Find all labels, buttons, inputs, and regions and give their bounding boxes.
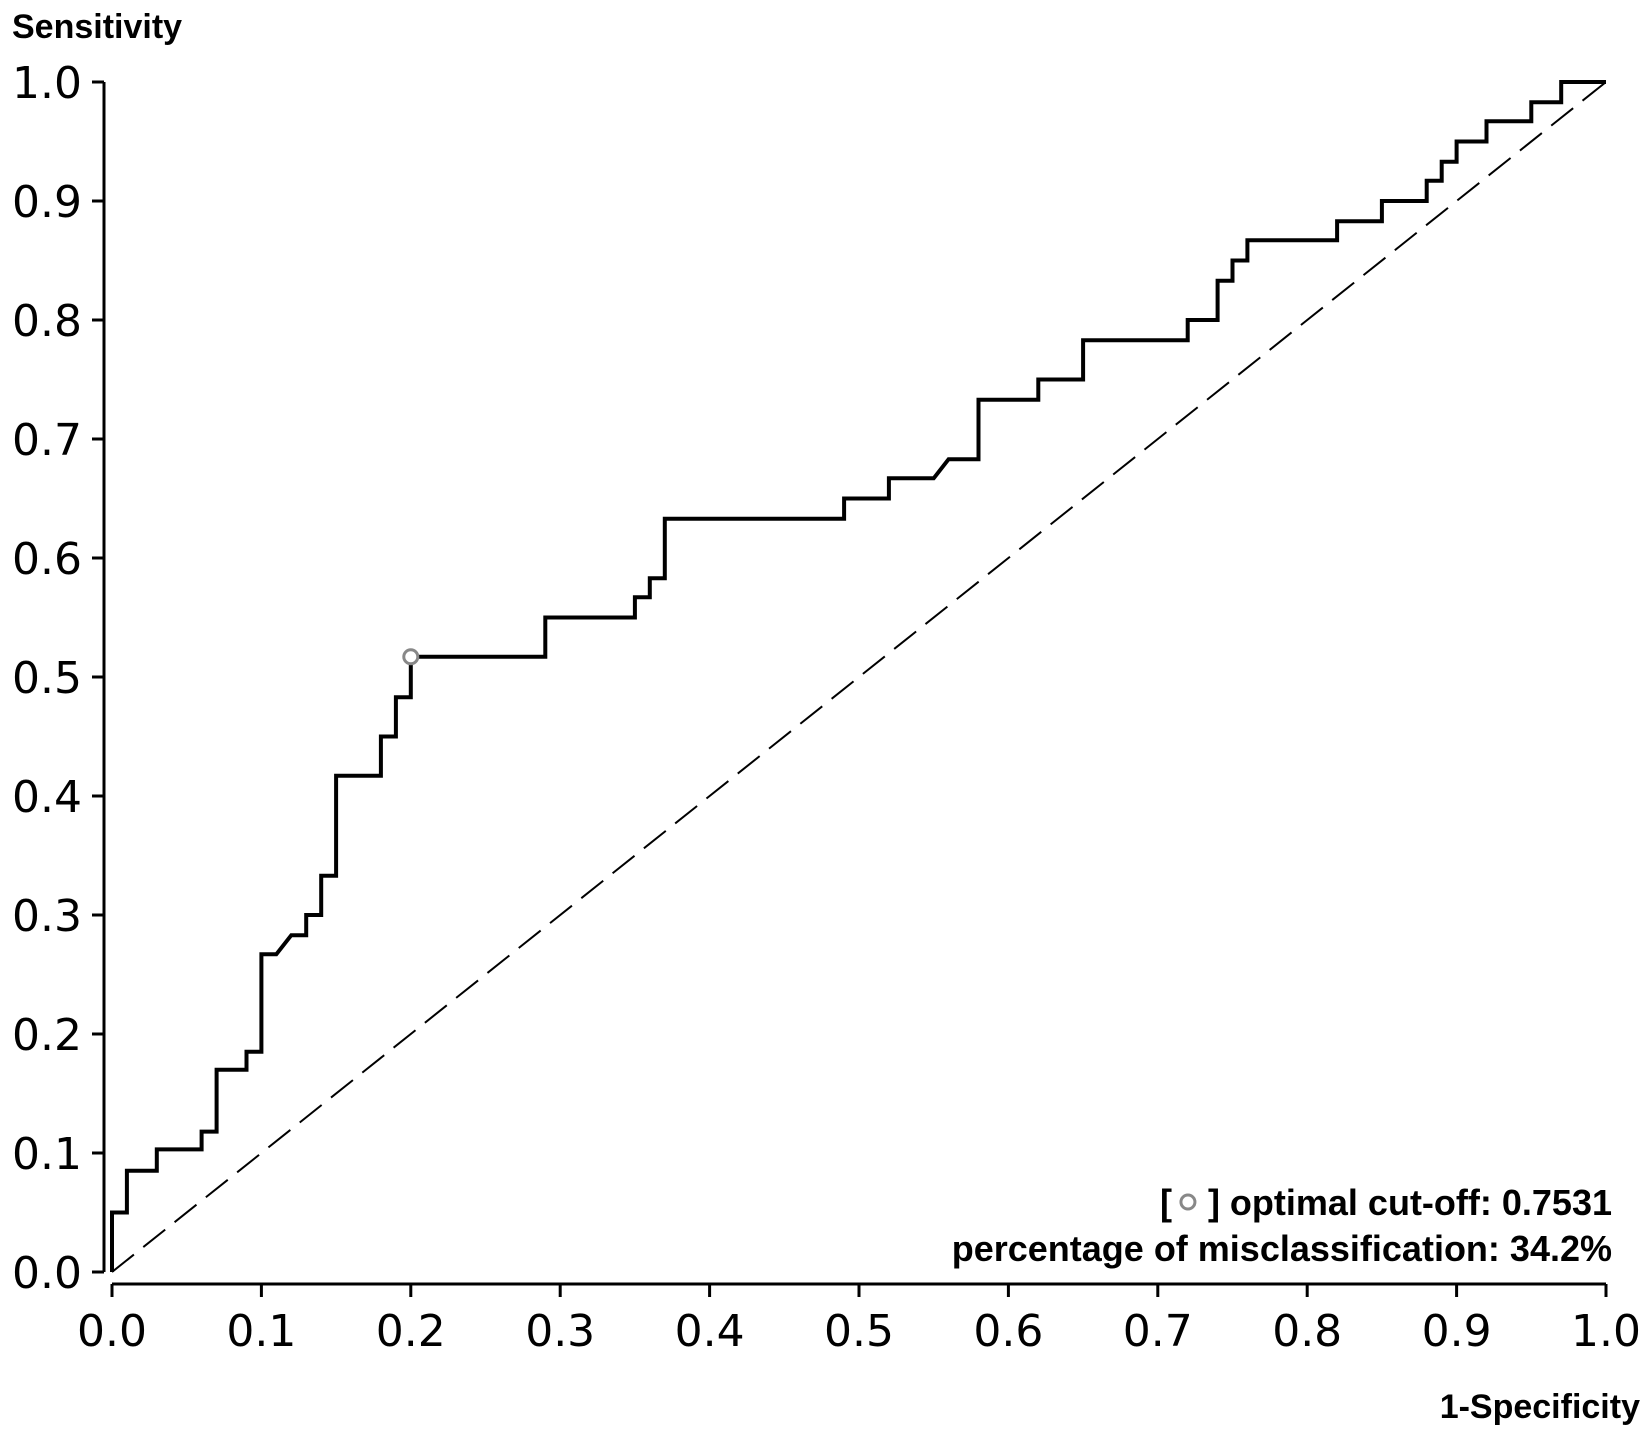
x-tick-label: 0.2	[376, 1306, 446, 1357]
x-ticks: 0.0 0.1 0.2 0.3 0.4 0.5 0.6 0.7 0.8 0.9 1.0	[77, 1284, 1641, 1357]
x-axis-title: 1-Specificity	[1440, 1388, 1640, 1426]
x-tick-label: 0.4	[675, 1306, 745, 1357]
y-axis-title: Sensitivity	[12, 8, 182, 46]
optimal-cutoff-marker	[402, 648, 420, 666]
legend-optimal-cutoff: [ ] optimal cut-off: 0.7531	[1160, 1182, 1612, 1223]
y-tick-label: 0.7	[12, 415, 82, 466]
y-ticks: 0.0 0.1 0.2 0.3 0.4 0.5 0.6 0.7 0.8 0.9 1.0	[12, 58, 104, 1299]
y-tick-label: 0.6	[12, 534, 82, 585]
x-tick-label: 0.9	[1422, 1306, 1492, 1357]
series-layer	[110, 80, 1607, 1273]
reference-diagonal-line	[111, 81, 1607, 1273]
x-tick-label: 0.5	[824, 1306, 894, 1357]
y-tick-label: 0.2	[12, 1010, 82, 1061]
y-tick-label: 0.9	[12, 177, 82, 228]
x-tick-label: 0.1	[226, 1306, 296, 1357]
roc-curve	[110, 80, 1606, 1272]
y-tick-label: 0.0	[12, 1248, 82, 1299]
x-tick-label: 1.0	[1571, 1306, 1641, 1357]
x-tick-label: 0.3	[525, 1306, 595, 1357]
legend-misclassification: percentage of misclassification: 34.2%	[952, 1228, 1612, 1269]
x-tick-label: 0.0	[77, 1306, 147, 1357]
legend: [ ] optimal cut-off: 0.7531 percentage of…	[952, 1182, 1612, 1269]
y-tick-label: 0.1	[12, 1129, 82, 1180]
y-tick-label: 1.0	[12, 58, 82, 109]
x-tick-label: 0.7	[1123, 1306, 1193, 1357]
y-tick-label: 0.5	[12, 653, 82, 704]
y-tick-label: 0.3	[12, 891, 82, 942]
legend-marker-icon	[1179, 1193, 1197, 1211]
x-tick-label: 0.6	[973, 1306, 1043, 1357]
x-tick-label: 0.8	[1272, 1306, 1342, 1357]
y-tick-label: 0.8	[12, 296, 82, 347]
y-tick-label: 0.4	[12, 772, 82, 823]
